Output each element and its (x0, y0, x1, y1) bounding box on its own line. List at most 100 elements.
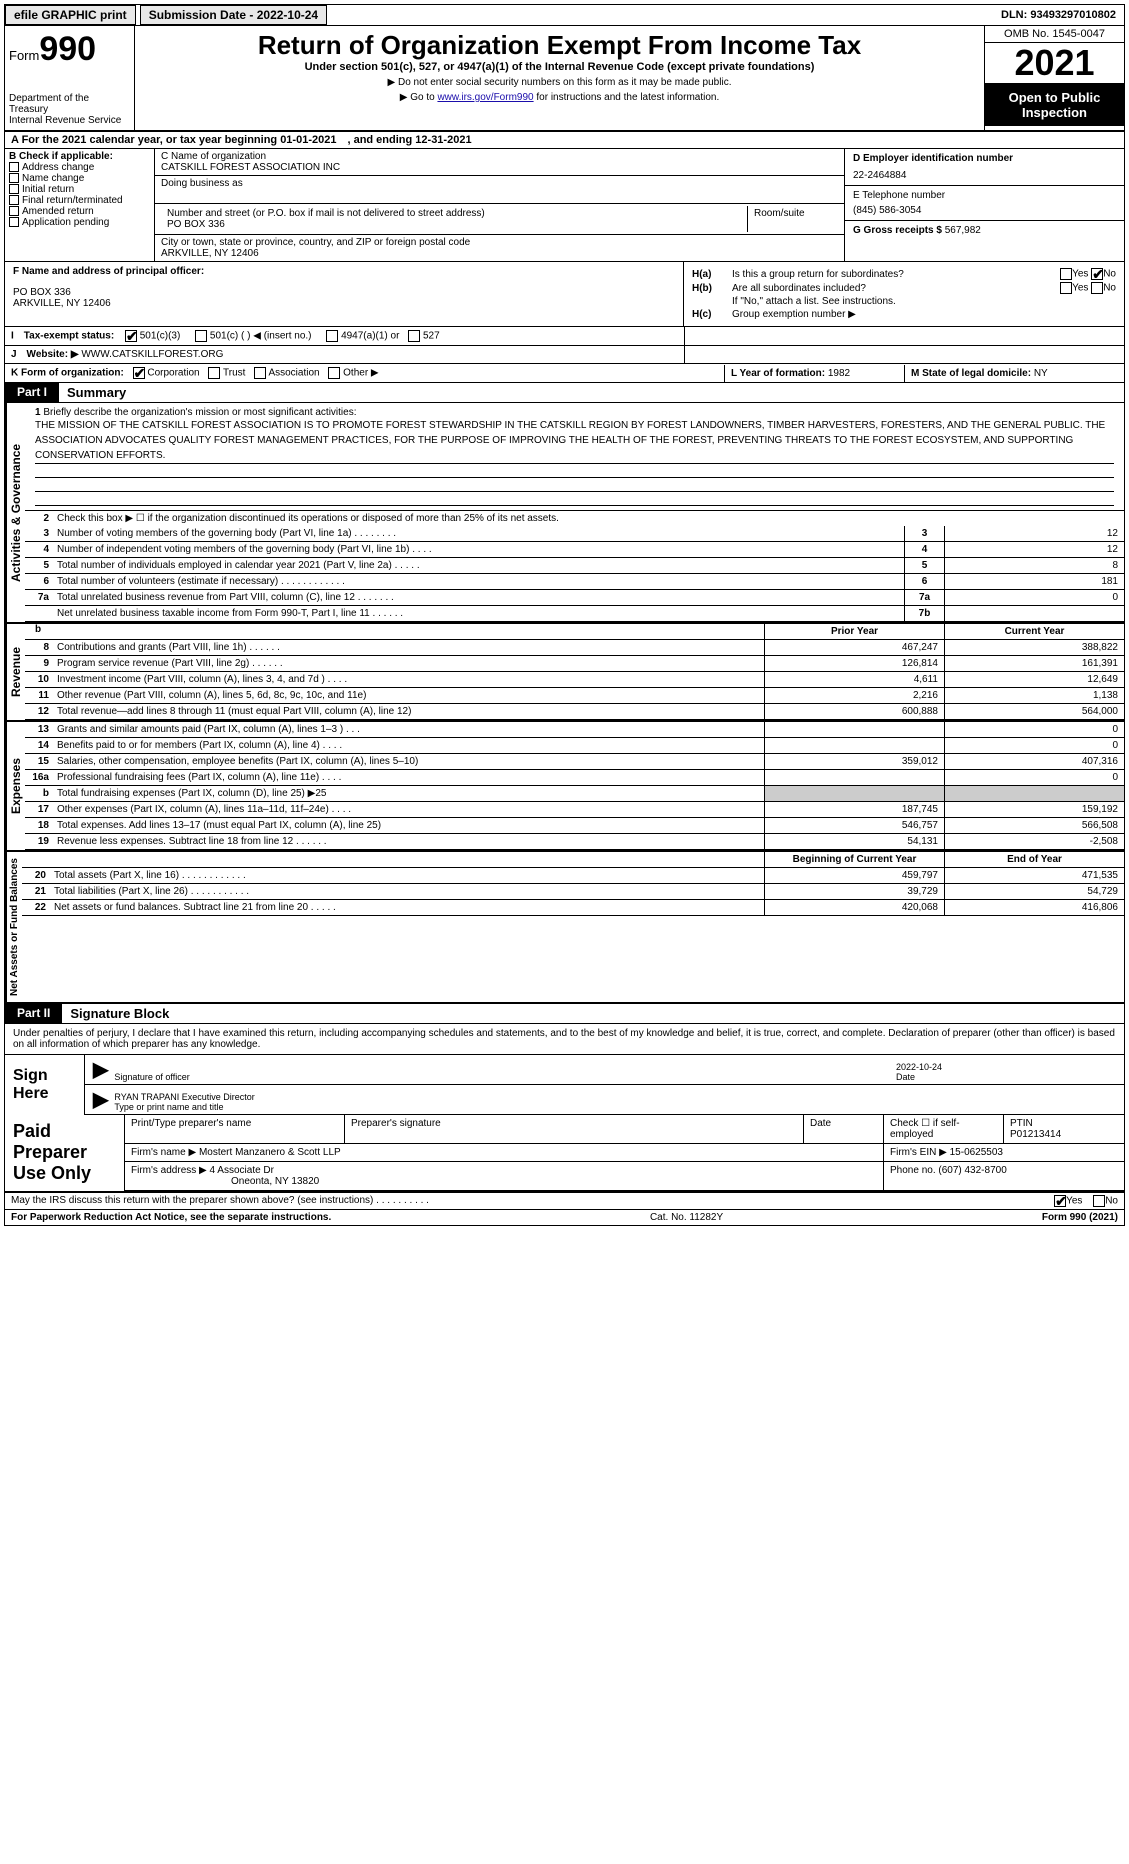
gov-line: 6Total number of volunteers (estimate if… (25, 574, 1124, 590)
street-label: Number and street (or P.O. box if mail i… (167, 208, 741, 219)
dln: DLN: 93493297010802 (1001, 9, 1124, 21)
arrow-icon: ▶ (93, 1057, 108, 1082)
chk-527[interactable] (408, 330, 420, 342)
sig-date: 2022-10-24 (896, 1062, 1116, 1072)
chk-501c3[interactable] (125, 330, 137, 342)
col-end-year: End of Year (944, 852, 1124, 867)
officer-addr1: PO BOX 336 (13, 287, 675, 298)
chk-address-change[interactable]: Address change (9, 162, 150, 173)
note-link: ▶ Go to www.irs.gov/Form990 for instruct… (143, 92, 976, 103)
tax-year: 2021 (985, 43, 1124, 84)
paid-preparer-block: Paid Preparer Use Only Print/Type prepar… (5, 1115, 1124, 1193)
ha-label: H(a) (692, 269, 732, 280)
chk-association[interactable] (254, 367, 266, 379)
vtab-governance: Activities & Governance (5, 403, 25, 622)
data-line: 8Contributions and grants (Part VIII, li… (25, 640, 1124, 656)
ha-yes[interactable] (1060, 268, 1072, 280)
mission-text: THE MISSION OF THE CATSKILL FOREST ASSOC… (35, 418, 1114, 464)
phone-label: E Telephone number (853, 190, 1116, 201)
gross-label: G Gross receipts $ (853, 225, 945, 236)
firm-name: Mostert Manzanero & Scott LLP (199, 1147, 341, 1158)
signature-declaration: Under penalties of perjury, I declare th… (5, 1024, 1124, 1055)
data-line: bTotal fundraising expenses (Part IX, co… (25, 786, 1124, 802)
data-line: 22Net assets or fund balances. Subtract … (22, 900, 1124, 916)
org-name-label: C Name of organization (161, 151, 838, 162)
phone: (845) 586-3054 (853, 205, 1116, 216)
hb-note: If "No," attach a list. See instructions… (732, 296, 896, 307)
city: ARKVILLE, NY 12406 (161, 248, 838, 259)
chk-initial-return[interactable]: Initial return (9, 184, 150, 195)
hb-no[interactable] (1091, 282, 1103, 294)
row-k-form-org: K Form of organization: Corporation Trus… (5, 364, 1124, 383)
part1-header: Part I Summary (5, 383, 1124, 403)
hb-yes[interactable] (1060, 282, 1072, 294)
prep-name-label: Print/Type preparer's name (125, 1115, 345, 1143)
data-line: 9Program service revenue (Part VIII, lin… (25, 656, 1124, 672)
footer-discuss: May the IRS discuss this return with the… (5, 1193, 1124, 1210)
officer-label: F Name and address of principal officer: (13, 266, 675, 277)
data-line: 11Other revenue (Part VIII, column (A), … (25, 688, 1124, 704)
form-title: Return of Organization Exempt From Incom… (143, 30, 976, 61)
data-line: 20Total assets (Part X, line 16) . . . .… (22, 868, 1124, 884)
data-line: 19Revenue less expenses. Subtract line 1… (25, 834, 1124, 850)
ptin: P01213414 (1010, 1129, 1118, 1140)
type-name-label: Type or print name and title (114, 1102, 1116, 1112)
discuss-yes[interactable] (1054, 1195, 1066, 1207)
chk-application-pending[interactable]: Application pending (9, 217, 150, 228)
summary-net-assets: Net Assets or Fund Balances Beginning of… (5, 852, 1124, 1004)
vtab-net-assets: Net Assets or Fund Balances (5, 852, 22, 1002)
gov-line: 3Number of voting members of the governi… (25, 526, 1124, 542)
gov-line: Net unrelated business taxable income fr… (25, 606, 1124, 622)
chk-other[interactable] (328, 367, 340, 379)
ein-label: D Employer identification number (853, 153, 1116, 164)
form-subtitle: Under section 501(c), 527, or 4947(a)(1)… (143, 61, 976, 73)
chk-trust[interactable] (208, 367, 220, 379)
chk-corporation[interactable] (133, 367, 145, 379)
mission-block: 1 Briefly describe the organization's mi… (25, 403, 1124, 511)
cat-no: Cat. No. 11282Y (650, 1212, 723, 1223)
chk-name-change[interactable]: Name change (9, 173, 150, 184)
data-line: 18Total expenses. Add lines 13–17 (must … (25, 818, 1124, 834)
ha-no[interactable] (1091, 268, 1103, 280)
row-j-website: J Website: ▶ WWW.CATSKILLFOREST.ORG (5, 346, 1124, 364)
open-public-badge: Open to Public Inspection (985, 84, 1124, 126)
data-line: 16aProfessional fundraising fees (Part I… (25, 770, 1124, 786)
note-ssn: ▶ Do not enter social security numbers o… (143, 77, 976, 88)
room-suite-label: Room/suite (748, 206, 838, 232)
col-d-ein-phone: D Employer identification number 22-2464… (844, 149, 1124, 261)
data-line: 17Other expenses (Part IX, column (A), l… (25, 802, 1124, 818)
row-a-tax-year: A For the 2021 calendar year, or tax yea… (5, 132, 1124, 149)
discuss-no[interactable] (1093, 1195, 1105, 1207)
summary-governance: Activities & Governance 1 Briefly descri… (5, 403, 1124, 624)
form-header: Form990 Department of the Treasury Inter… (5, 26, 1124, 132)
chk-amended-return[interactable]: Amended return (9, 206, 150, 217)
irs-link[interactable]: www.irs.gov/Form990 (437, 92, 533, 103)
date-label: Date (896, 1072, 1116, 1082)
dba-label: Doing business as (161, 178, 838, 189)
firm-phone: (607) 432-8700 (938, 1165, 1006, 1176)
firm-city: Oneonta, NY 13820 (131, 1176, 877, 1187)
chk-4947[interactable] (326, 330, 338, 342)
col-b-checkboxes: B Check if applicable: Address change Na… (5, 149, 155, 261)
prep-sig-label: Preparer's signature (345, 1115, 804, 1143)
chk-501c[interactable] (195, 330, 207, 342)
website-value: WWW.CATSKILLFOREST.ORG (81, 349, 223, 360)
firm-addr: 4 Associate Dr (210, 1165, 274, 1176)
efile-print-button[interactable]: efile GRAPHIC print (5, 5, 136, 25)
data-line: 13Grants and similar amounts paid (Part … (25, 722, 1124, 738)
hb-label: H(b) (692, 283, 732, 294)
submission-date-box: Submission Date - 2022-10-24 (140, 5, 327, 25)
sign-here-block: Sign Here ▶ Signature of officer 2022-10… (5, 1055, 1124, 1115)
ha-text: Is this a group return for subordinates? (732, 269, 904, 280)
col-c-org-info: C Name of organization CATSKILL FOREST A… (155, 149, 844, 261)
data-line: 14Benefits paid to or for members (Part … (25, 738, 1124, 754)
prep-check-label: Check ☐ if self-employed (884, 1115, 1004, 1143)
firm-ein: 15-0625503 (950, 1147, 1003, 1158)
part2-header: Part II Signature Block (5, 1004, 1124, 1024)
form-ref: Form 990 (2021) (1042, 1212, 1118, 1223)
topbar: efile GRAPHIC print Submission Date - 20… (5, 5, 1124, 26)
street: PO BOX 336 (167, 219, 741, 230)
col-prior-year: Prior Year (764, 624, 944, 639)
prep-date-label: Date (804, 1115, 884, 1143)
chk-final-return[interactable]: Final return/terminated (9, 195, 150, 206)
